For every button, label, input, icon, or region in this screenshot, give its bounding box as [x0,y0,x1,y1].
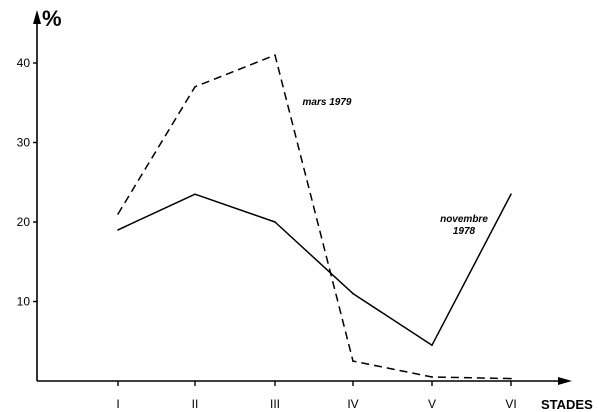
series-label-line: mars 1979 [303,97,352,108]
data-point [431,376,433,378]
y-tick-label: 10 [17,295,31,309]
data-point [194,86,196,88]
y-tick-label: 30 [17,136,31,150]
data-point [510,377,512,380]
series-label: mars 1979 [303,97,352,108]
data-point [510,193,512,195]
x-tick-label: V [428,397,436,411]
x-tick-label: VI [505,397,516,411]
x-tick-label: II [192,397,199,411]
series-lines [117,54,512,380]
series-label-line: novembre [440,214,488,225]
x-ticks: I II III IV V VI [116,381,517,411]
x-axis-title: STADES [541,397,593,412]
x-tick-label: IV [347,397,358,411]
y-ticks: 10 20 30 40 [17,56,37,309]
data-point [431,344,433,347]
data-point [274,54,276,56]
y-axis-title: % [42,6,62,31]
data-point [274,221,276,223]
data-point [352,292,354,295]
axes [33,10,572,385]
series-label-line: 1978 [453,226,476,237]
x-tick-label: I [116,397,119,411]
series-annotations: mars 1979 novembre 1978 [303,97,489,237]
data-point [194,193,196,195]
data-point [117,213,119,215]
series-line-1 [117,193,512,346]
series-line-2 [117,54,512,380]
y-tick-label: 40 [17,56,31,70]
y-tick-label: 20 [17,215,31,229]
data-point [117,229,119,231]
x-axis-arrow [558,377,572,385]
series-label: novembre 1978 [440,214,488,237]
data-point [352,360,354,362]
y-axis-arrow [33,10,41,24]
x-tick-label: III [270,397,280,411]
